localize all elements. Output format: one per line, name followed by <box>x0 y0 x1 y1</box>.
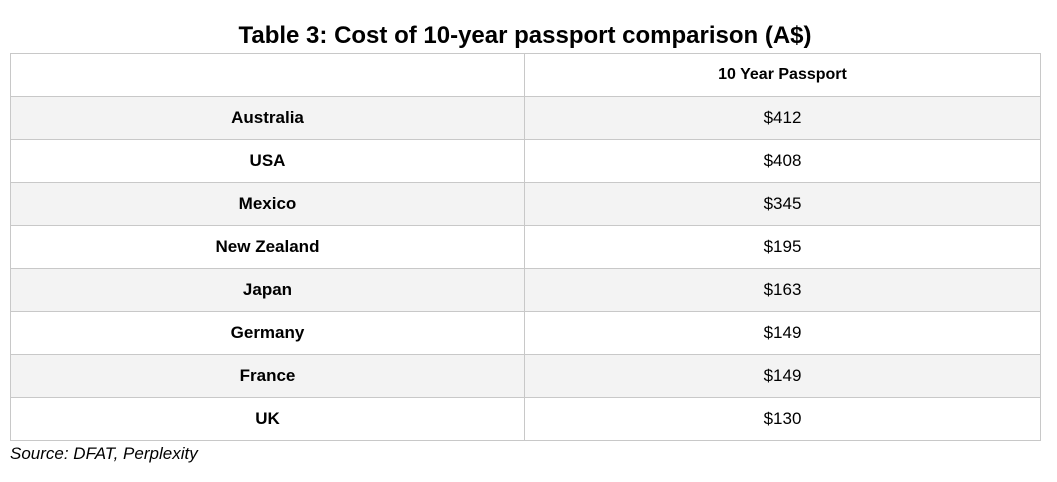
country-cell: UK <box>10 397 525 441</box>
country-cell: New Zealand <box>10 225 525 269</box>
cost-cell: $412 <box>524 96 1041 140</box>
passport-cost-table: 10 Year Passport Australia $412 USA $408… <box>10 53 1041 441</box>
table-row: Germany $149 <box>10 311 1041 355</box>
table-row: UK $130 <box>10 397 1041 441</box>
column-header-country <box>10 53 525 97</box>
column-header-passport: 10 Year Passport <box>524 53 1041 97</box>
cost-cell: $345 <box>524 182 1041 226</box>
table-header-row: 10 Year Passport <box>10 53 1041 97</box>
country-cell: Australia <box>10 96 525 140</box>
table-row: France $149 <box>10 354 1041 398</box>
country-cell: Germany <box>10 311 525 355</box>
cost-cell: $163 <box>524 268 1041 312</box>
cost-cell: $130 <box>524 397 1041 441</box>
cost-cell: $149 <box>524 354 1041 398</box>
table-title: Table 3: Cost of 10-year passport compar… <box>238 22 812 49</box>
country-cell: Mexico <box>10 182 525 226</box>
table-row: Japan $163 <box>10 268 1041 312</box>
cost-cell: $408 <box>524 139 1041 183</box>
table-row: Mexico $345 <box>10 182 1041 226</box>
table-row: Australia $412 <box>10 96 1041 140</box>
country-cell: France <box>10 354 525 398</box>
cost-cell: $195 <box>524 225 1041 269</box>
table-row: New Zealand $195 <box>10 225 1041 269</box>
country-cell: Japan <box>10 268 525 312</box>
country-cell: USA <box>10 139 525 183</box>
table-row: USA $408 <box>10 139 1041 183</box>
source-note: Source: DFAT, Perplexity <box>10 444 198 463</box>
cost-cell: $149 <box>524 311 1041 355</box>
